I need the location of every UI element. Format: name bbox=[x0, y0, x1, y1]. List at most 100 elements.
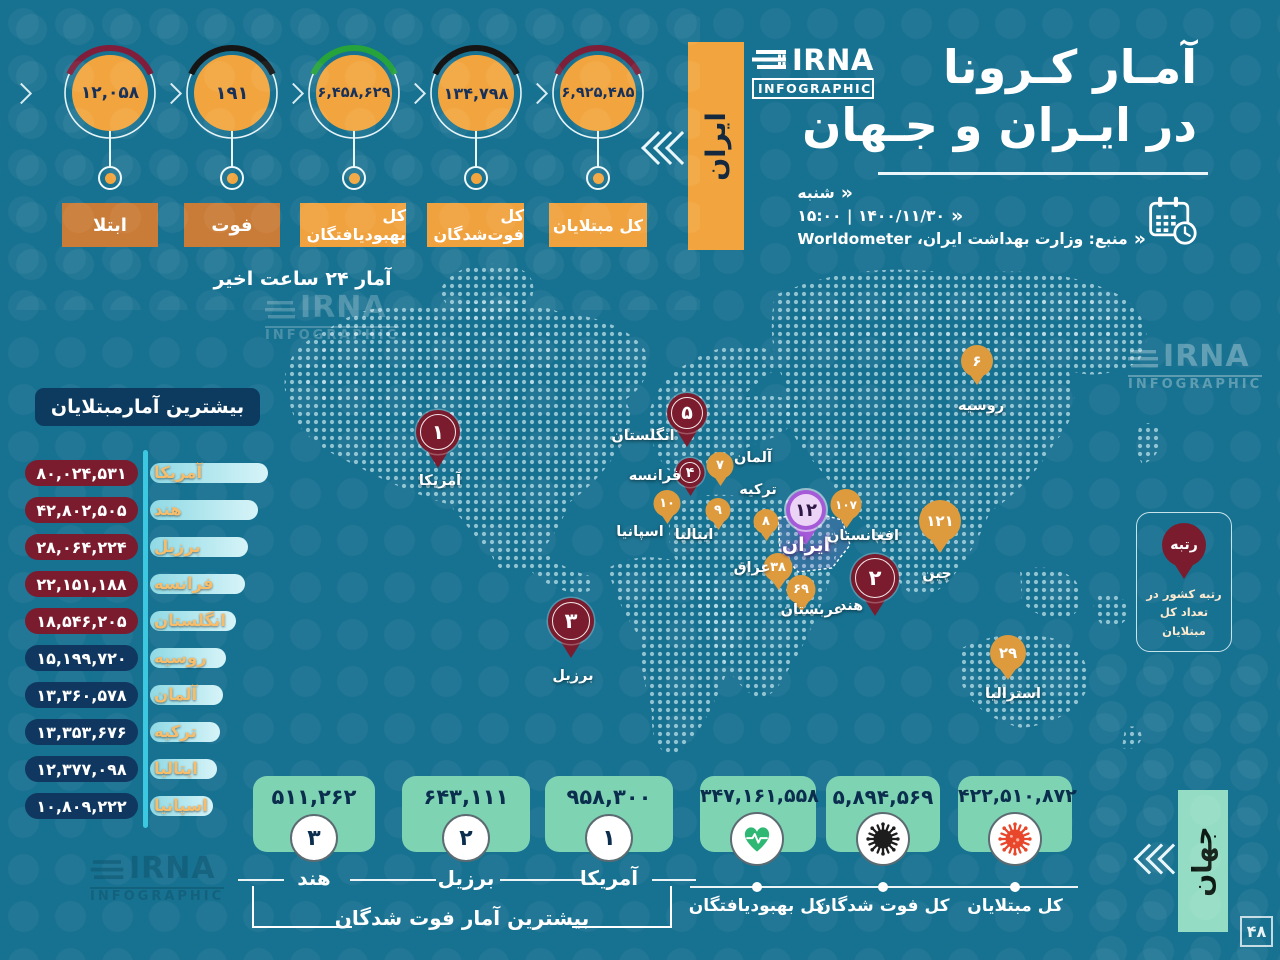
map-pin-china: ۱۲۱ bbox=[919, 500, 961, 553]
dot-marker bbox=[752, 882, 762, 892]
iran-section-tab: ایران bbox=[688, 42, 744, 250]
bar bbox=[150, 574, 245, 594]
connector-line bbox=[475, 131, 477, 167]
irna-logo: IRNA INFOGRAPHIC bbox=[752, 46, 874, 99]
calendar-clock-icon bbox=[1149, 196, 1197, 245]
infographic-label: INFOGRAPHIC bbox=[752, 78, 874, 99]
heart-pulse-icon bbox=[730, 812, 784, 866]
page-title: آمـار کـرونا در ایـران و جـهان bbox=[802, 40, 1197, 152]
guillemet-icon: « bbox=[1133, 228, 1146, 250]
connector-line bbox=[353, 131, 355, 167]
world-label-deaths: کل فوت شدگان bbox=[816, 896, 950, 916]
bracket bbox=[572, 886, 672, 928]
map-label-turkey: ترکیه bbox=[739, 482, 777, 498]
bar bbox=[150, 759, 217, 779]
map-pin-italy: ۹ bbox=[705, 498, 731, 530]
bar bbox=[150, 537, 248, 557]
stat-circle-total-cases: ۶,۹۲۵,۴۸۵ bbox=[549, 44, 647, 142]
map-label-russia: روسیه bbox=[957, 398, 1005, 414]
connector-line bbox=[500, 879, 584, 881]
guillemet-icon: « bbox=[840, 182, 853, 204]
death-country-brazil: برزیل bbox=[437, 866, 495, 890]
virus-red-icon bbox=[988, 812, 1042, 866]
connector-line bbox=[109, 131, 111, 167]
connector-line bbox=[238, 879, 284, 881]
map-pin-russia: ۶ bbox=[961, 345, 993, 385]
map-pin-usa: ۱ bbox=[416, 410, 460, 468]
map-label-germany: آلمان bbox=[734, 450, 772, 466]
bar bbox=[150, 463, 268, 483]
dot-marker bbox=[98, 166, 122, 190]
axis-line bbox=[143, 450, 148, 828]
bar bbox=[150, 796, 213, 816]
stat-label-new-deaths: فوت bbox=[184, 203, 280, 247]
stat-label-new-cases: ابتلا bbox=[62, 203, 158, 247]
map-label-france: فرانسه bbox=[628, 468, 682, 484]
map-label-iraq: عراق bbox=[733, 560, 771, 576]
guillemet-icon: « bbox=[950, 205, 964, 227]
bar bbox=[150, 611, 236, 631]
map-pin-france: ۴ bbox=[675, 458, 705, 496]
chevron-right-icon bbox=[160, 82, 183, 105]
source: منبع: وزارت بهداشت ایران، Worldometer bbox=[797, 230, 1128, 248]
dot-marker bbox=[342, 166, 366, 190]
map-pin-india: ۲ bbox=[851, 554, 899, 616]
stat-label-total-recovered: کل بهبودیافتگان bbox=[300, 203, 406, 247]
top-deaths-title: بیشترین آمار فوت شدگان bbox=[334, 906, 590, 930]
date-block: « شنبه « ۱۴۰۰/۱۱/۳۰ | ۱۵:۰۰ « منبع: وزارت ب… bbox=[797, 184, 1146, 253]
map-pin-turkey: ۸ bbox=[753, 509, 779, 541]
world-label-cases: کل مبتلایان bbox=[967, 896, 1063, 916]
map-label-india: هند bbox=[838, 598, 864, 614]
map-label-brazil: برزیل bbox=[552, 668, 594, 684]
stat-circle-total-deaths: ۱۳۴,۷۹۸ bbox=[427, 44, 525, 142]
connector-line bbox=[231, 131, 233, 167]
map-pin-afghanistan: ۱۰۷ bbox=[830, 489, 862, 528]
stat-label-total-deaths: کل فوت‌شدگان bbox=[427, 203, 524, 247]
chevron-right-icon bbox=[282, 82, 305, 105]
map-pin-spain: ۱۰ bbox=[653, 490, 681, 524]
dot-marker bbox=[464, 166, 488, 190]
map-pin-iran: ۱۲ bbox=[786, 490, 826, 545]
bar bbox=[150, 685, 223, 705]
rank-badge: ۳ bbox=[290, 814, 338, 862]
map-label-china: چین bbox=[922, 566, 952, 582]
world-label-recovered: کل بهبودیافتگان bbox=[688, 896, 826, 916]
map-label-spain: اسپانیا bbox=[616, 524, 664, 540]
bar bbox=[150, 722, 220, 742]
map-pin-saudi: ۶۹ bbox=[786, 575, 816, 612]
chevron-right-icon bbox=[526, 82, 549, 105]
bar bbox=[150, 648, 226, 668]
footnote-24h: آمار ۲۴ ساعت اخیر bbox=[213, 268, 392, 290]
map-pin-brazil: ۳ bbox=[548, 598, 594, 658]
dot-marker bbox=[878, 882, 888, 892]
map-pin-germany: ۷ bbox=[706, 452, 734, 486]
dot-marker bbox=[1010, 882, 1020, 892]
title-underline bbox=[878, 172, 1208, 175]
map-label-australia: استرالیا bbox=[985, 686, 1041, 702]
map-label-uk: انگلستان bbox=[611, 428, 675, 444]
connector-line bbox=[597, 131, 599, 167]
map-label-saudi: عربستان bbox=[780, 602, 844, 618]
connector-line bbox=[652, 879, 696, 881]
map-label-usa: آمریکا bbox=[418, 473, 462, 489]
irna-watermark: IRNA INFOGRAPHIC bbox=[265, 290, 400, 343]
bracket bbox=[252, 886, 352, 928]
map-pin-uk: ۵ bbox=[667, 393, 707, 447]
map-label-iran: ایران bbox=[781, 534, 831, 556]
irna-bars-icon bbox=[265, 301, 295, 319]
world-section-tab: جهان bbox=[1178, 790, 1228, 932]
map-label-afghanistan: افغانستان bbox=[826, 528, 900, 544]
irna-watermark: IRNA INFOGRAPHIC bbox=[90, 851, 225, 904]
irna-watermark: IRNA INFOGRAPHIC bbox=[1128, 339, 1263, 392]
page-number-badge: ۴۸ bbox=[1240, 916, 1273, 947]
dot-marker bbox=[220, 166, 244, 190]
stat-circle-new-cases: ۱۲,۰۵۸ bbox=[61, 44, 159, 142]
map-pin-iraq: ۳۸ bbox=[763, 553, 793, 590]
virus-dark-icon bbox=[856, 812, 910, 866]
irna-bars-icon bbox=[752, 49, 786, 69]
stat-circle-total-recovered: ۶,۴۵۸,۶۲۹ bbox=[305, 44, 403, 142]
dot-marker bbox=[586, 166, 610, 190]
connector-line bbox=[350, 879, 436, 881]
map-pin-australia: ۲۹ bbox=[990, 635, 1026, 680]
rank-legend: رتبه رتبه کشور در تعداد کل مبتلایان bbox=[1136, 512, 1232, 652]
